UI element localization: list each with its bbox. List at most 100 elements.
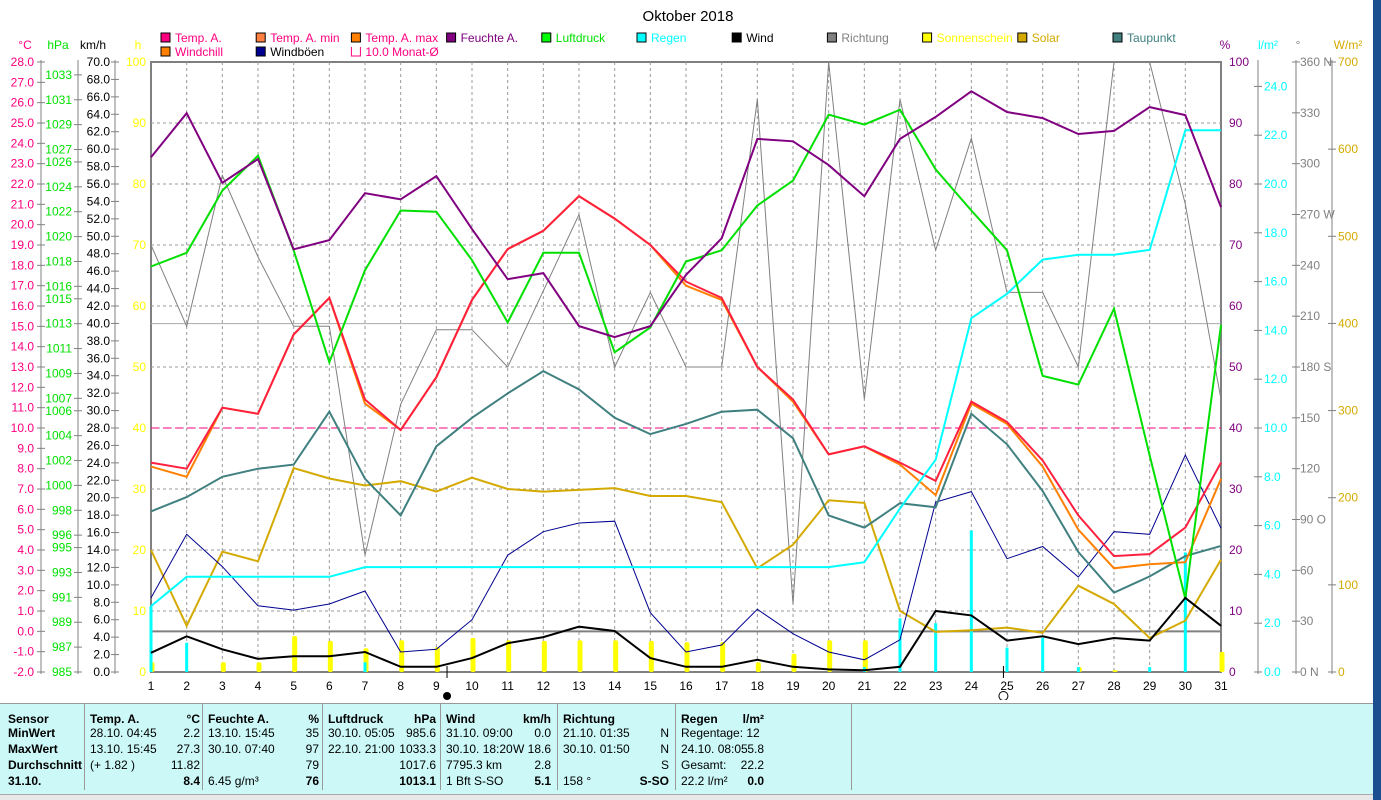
temp-tick-label: 10.0 — [11, 421, 35, 435]
wind-tick-label: 58.0 — [87, 160, 111, 174]
pressure-tick-label: 996 — [52, 528, 72, 542]
rain-bar — [1148, 667, 1152, 672]
wind-column — [440, 704, 441, 790]
wind-tick-label: 14.0 — [87, 543, 111, 557]
pressure-tick-label: 1002 — [45, 454, 72, 468]
wind-header: Wind — [446, 712, 476, 726]
legend-label: Sonnenschein — [937, 31, 1013, 45]
humidity-row-value: 79 — [305, 758, 319, 772]
sun-tick-label: 0 — [139, 665, 146, 679]
pressure-tick-label: 1009 — [45, 366, 72, 380]
pressure-tick-label: 1011 — [46, 342, 72, 356]
legend-label: Windböen — [270, 45, 324, 59]
direction-tick-label: 360 N — [1300, 55, 1332, 69]
temp-row-label: 13.10. 15:45 — [90, 742, 157, 756]
solar-axis-unit: W/m² — [1334, 38, 1363, 52]
humidity-row-label: 30.10. 07:40 — [208, 742, 275, 756]
wind-tick-label: 50.0 — [87, 229, 111, 243]
direction-header: Richtung — [563, 712, 615, 726]
humidity-tick-label: 0 — [1229, 665, 1236, 679]
x-tick-label: 6 — [326, 679, 333, 693]
sun-tick-label: 70 — [133, 238, 147, 252]
x-tick-label: 18 — [751, 679, 765, 693]
wind-tick-label: 70.0 — [87, 55, 111, 69]
legend-swatch — [350, 47, 361, 57]
temp-tick-label: 2.0 — [17, 584, 34, 598]
wind-axis-unit: km/h — [80, 38, 106, 52]
humidity-unit: % — [308, 712, 319, 726]
direction-tick-label: 30 — [1300, 614, 1314, 628]
summary-panel: Sensor MinWert MaxWert Durchschnitt 31.10. Te… — [0, 703, 1373, 796]
temp-tick-label: 9.0 — [17, 441, 34, 455]
temp-tick-label: 0.0 — [17, 624, 34, 638]
rain-tick-label: 4.0 — [1264, 567, 1281, 581]
pressure-tick-label: 1000 — [45, 478, 72, 492]
chart-title: Oktober 2018 — [643, 8, 734, 25]
wind-tick-label: 34.0 — [87, 369, 111, 383]
humidity-header: Feuchte A. — [208, 712, 269, 726]
solar-tick-label: 700 — [1338, 55, 1358, 69]
wind-tick-label: 66.0 — [87, 90, 111, 104]
sun-tick-label: 90 — [133, 116, 147, 130]
sun-tick-label: 50 — [133, 360, 147, 374]
rain-bar — [934, 623, 938, 672]
sunshine-bar — [1219, 651, 1225, 672]
wind-row-label: 1 Bft S-SO — [446, 774, 504, 788]
wind-tick-label: 64.0 — [87, 107, 111, 121]
moon-phases — [443, 666, 1009, 700]
pressure-tick-label: 1016 — [45, 279, 72, 293]
direction-tick-label: 330 — [1300, 106, 1320, 120]
wind-tick-label: 62.0 — [87, 125, 111, 139]
x-tick-label: 23 — [929, 679, 943, 693]
rain-tick-label: 18.0 — [1264, 226, 1288, 240]
humidity-tick-label: 80 — [1229, 177, 1243, 191]
x-tick-label: 26 — [1036, 679, 1050, 693]
direction-tick-label: 270 W — [1300, 208, 1335, 222]
temp-tick-label: 7.0 — [17, 482, 34, 496]
legend-swatch — [541, 32, 552, 43]
humidity-tick-label: 90 — [1229, 116, 1243, 130]
pressure-tick-label: 1027 — [45, 143, 72, 157]
legend-swatch — [160, 46, 171, 57]
humidity-tick-label: 60 — [1229, 299, 1243, 313]
wind-tick-label: 40.0 — [87, 316, 111, 330]
humidity-tick-label: 100 — [1229, 55, 1249, 69]
direction-tick-label: 120 — [1300, 462, 1320, 476]
pressure-row-value: 1033.3 — [399, 742, 436, 756]
rain-bar — [1041, 637, 1045, 672]
sun-tick-label: 40 — [133, 421, 147, 435]
rain-row-value: 0.0 — [747, 774, 764, 788]
legend-label: Regen — [651, 31, 686, 45]
humidity-axis-unit: % — [1220, 38, 1231, 52]
rain-header: Regen — [681, 712, 718, 726]
sunshine-bar — [648, 640, 654, 672]
wind-tick-label: 20.0 — [87, 491, 111, 505]
temp-tick-label: 23.0 — [11, 157, 35, 171]
sensor-row-label: MaxWert — [8, 742, 58, 756]
sensor-row-label: Durchschnitt — [8, 758, 83, 772]
temp-tick-label: 15.0 — [11, 319, 35, 333]
direction-tick-label: 180 S — [1300, 360, 1331, 374]
temp-row-value: 11.82 — [170, 758, 200, 772]
humidity-row-value: 35 — [305, 726, 319, 740]
temp-tick-label: 16.0 — [11, 299, 35, 313]
pressure-tick-label: 1020 — [45, 230, 72, 244]
legend-swatch — [1112, 32, 1123, 43]
sun-tick-label: 20 — [133, 543, 147, 557]
direction-row-value: S-SO — [639, 774, 669, 788]
x-tick-label: 22 — [893, 679, 907, 693]
pressure-tick-label: 1015 — [45, 292, 72, 306]
direction-tick-label: 90 O — [1300, 513, 1326, 527]
pressure-row-label: 30.10. 05:05 — [328, 726, 395, 740]
temp-tick-label: 6.0 — [17, 502, 34, 516]
solar-tick-label: 600 — [1338, 142, 1358, 156]
pressure-tick-label: 987 — [52, 640, 72, 654]
wind-tick-label: 60.0 — [87, 142, 111, 156]
legend: Temp. A. Temp. A. min Temp. A. max Feuchte … — [160, 31, 1176, 59]
pressure-row-value: 985.6 — [405, 726, 436, 740]
legend-swatch — [255, 32, 266, 43]
temp-axis-unit: °C — [18, 38, 32, 52]
temp-tick-label: 27.0 — [11, 75, 35, 89]
temp-tick-label: 19.0 — [11, 238, 35, 252]
x-tick-label: 5 — [290, 679, 297, 693]
